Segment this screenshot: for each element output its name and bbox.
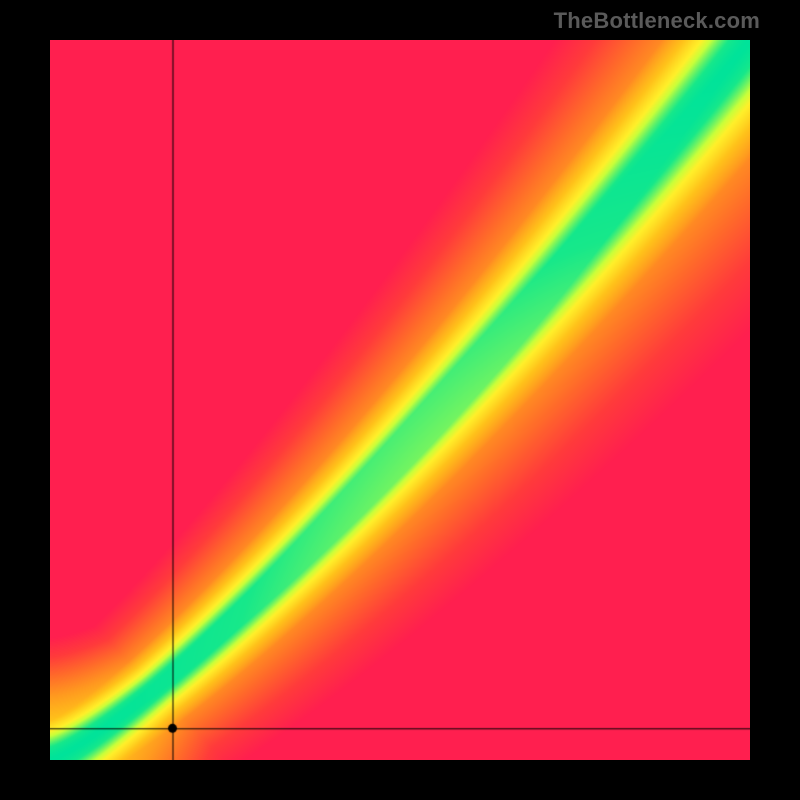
bottleneck-heatmap	[50, 40, 750, 760]
chart-container: { "watermark": { "text": "TheBottleneck.…	[0, 0, 800, 800]
watermark-text: TheBottleneck.com	[554, 8, 760, 34]
